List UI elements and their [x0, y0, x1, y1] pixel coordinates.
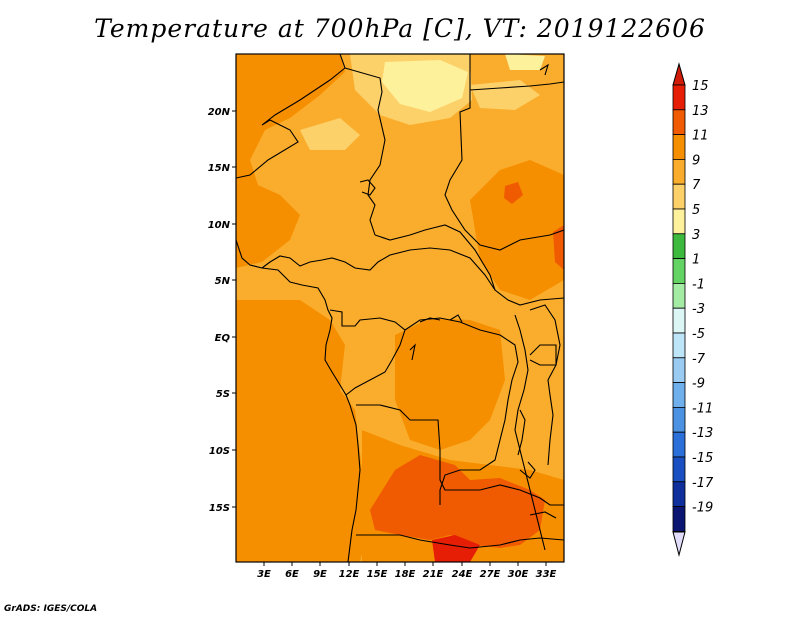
colorbar-top-arrow: [672, 62, 686, 86]
lon-label: 27E: [480, 569, 501, 580]
field-region-13: [553, 225, 564, 270]
colorbar-label: -5: [692, 327, 705, 342]
colorbar-bottom-arrow: [672, 531, 686, 557]
field-region-11: [395, 318, 505, 450]
lon-label: 18E: [395, 569, 416, 580]
lat-label: 10S: [209, 446, 230, 457]
lon-label: 3E: [257, 569, 271, 580]
field-region-13: [504, 182, 523, 204]
lat-label: EQ: [215, 333, 231, 344]
colorbar-label: 11: [692, 129, 709, 144]
colorbar-swatch: [672, 158, 686, 185]
colorbar-swatch: [672, 307, 686, 334]
colorbar-label: 5: [692, 203, 700, 218]
colorbar-swatch: [672, 332, 686, 359]
colorbar-label: -3: [692, 302, 705, 317]
colorbar-label: -11: [692, 401, 713, 416]
lon-axis: 3E 6E 9E 12E 15E 18E 21E 24E 27E 30E 33E: [257, 562, 557, 580]
lon-label: 24E: [452, 569, 473, 580]
colorbar-label: 15: [692, 79, 709, 94]
colorbar-label: 13: [692, 104, 709, 119]
lat-label: 15S: [209, 503, 230, 514]
field-region-5: [505, 54, 545, 70]
map-frame: [235, 53, 565, 563]
field-region-15: [432, 535, 480, 562]
lon-label: 33E: [536, 569, 557, 580]
colorbar-swatch: [672, 382, 686, 408]
lon-label: 12E: [339, 569, 360, 580]
colorbar-swatch: [672, 456, 686, 483]
field-region-7: [300, 118, 360, 150]
lon-label: 30E: [508, 569, 529, 580]
colorbar-label: 9: [692, 153, 700, 168]
colorbar-label: -7: [692, 352, 706, 367]
colorbar-swatch: [672, 282, 686, 309]
lat-label: 10N: [208, 220, 231, 231]
colorbar: 15 13 11 9 7 5 3 1 -1 -3 -5 -7 -9 -11 -13 -15 -17 -19: [672, 62, 714, 557]
colorbar-swatch: [672, 431, 686, 458]
colorbar-label: -1: [692, 277, 705, 292]
lon-label: 15E: [367, 569, 388, 580]
field-region-11: [236, 54, 345, 268]
lat-axis: 20N 15N 10N 5N EQ 5S 10S 15S: [208, 107, 236, 514]
colorbar-label: -15: [692, 451, 713, 466]
colorbar-label: 7: [692, 178, 701, 193]
field-region-11: [236, 300, 370, 562]
field-region-11: [470, 160, 564, 300]
field-region-7: [470, 80, 540, 110]
colorbar-label: -17: [692, 476, 714, 491]
colorbar-swatch: [672, 183, 686, 210]
colorbar-swatch: [672, 406, 686, 433]
colorbar-swatch: [672, 109, 686, 136]
colorbar-label: -9: [692, 377, 705, 392]
country-borders: [236, 54, 564, 562]
lat-label: 20N: [208, 107, 231, 118]
colorbar-label: -13: [692, 426, 713, 441]
colorbar-swatch: [672, 258, 686, 284]
colorbar-label: -19: [692, 501, 713, 516]
temperature-field: [236, 54, 564, 562]
lon-label: 21E: [423, 569, 444, 580]
lat-label: 5S: [216, 389, 230, 400]
colorbar-label: 3: [692, 228, 700, 243]
colorbar-swatch: [672, 84, 686, 111]
colorbar-swatch: [672, 357, 686, 383]
field-region-13: [370, 455, 545, 548]
lon-label: 9E: [313, 569, 327, 580]
colorbar-swatch: [672, 134, 686, 160]
lat-label: 5N: [215, 276, 231, 287]
colorbar-swatch: [672, 233, 686, 260]
grads-credit: GrADS: IGES/COLA: [4, 604, 98, 614]
lat-label: 15N: [208, 163, 231, 174]
colorbar-swatch: [672, 481, 686, 507]
colorbar-swatch: [672, 208, 686, 235]
map-title: Temperature at 700hPa [C], VT: 201912260…: [94, 14, 706, 43]
colorbar-label: 1: [692, 253, 700, 268]
field-region-5: [382, 60, 468, 112]
lon-label: 6E: [285, 569, 299, 580]
colorbar-swatch: [672, 506, 686, 532]
